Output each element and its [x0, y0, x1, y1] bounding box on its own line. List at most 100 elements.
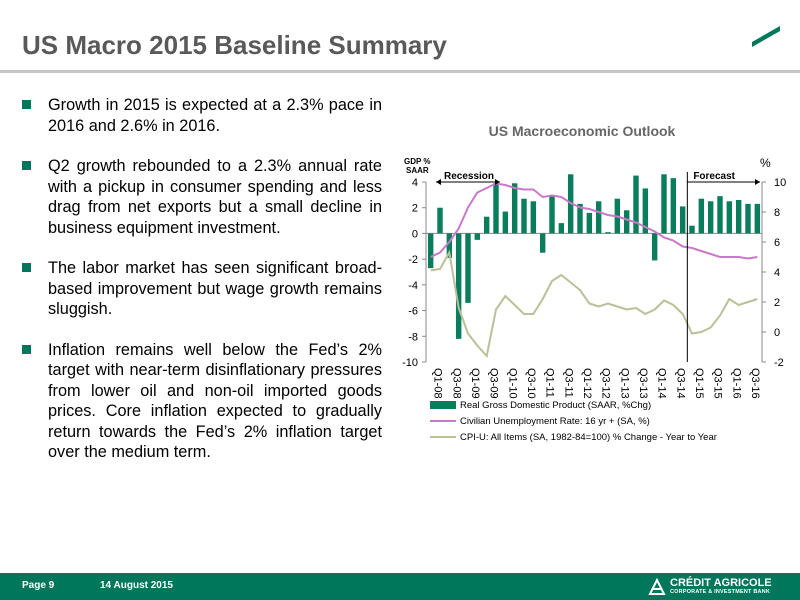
gdp-bar — [586, 212, 593, 234]
bullet-text: Growth in 2015 is expected at a 2.3% pac… — [48, 96, 382, 135]
gdp-bar — [483, 216, 490, 234]
right-tick-label: 4 — [774, 267, 780, 279]
gdp-bar — [446, 233, 453, 258]
gdp-bar — [595, 201, 602, 234]
x-tick-label: Q1-10 — [506, 368, 518, 399]
legend-label-gdp: Real Gross Domestic Product (SAAR, %Chg) — [460, 400, 651, 411]
right-tick-label: 8 — [774, 207, 780, 219]
gdp-bar — [698, 198, 705, 234]
brand-logo-icon — [752, 26, 780, 47]
gdp-bar — [745, 203, 751, 234]
x-tick-label: Q3-14 — [674, 368, 686, 399]
gdp-bar — [707, 201, 714, 234]
x-tick-label: Q3-15 — [712, 368, 724, 399]
gdp-bar — [605, 232, 611, 234]
forecast-label: Forecast — [693, 171, 735, 182]
left-tick-label: -10 — [402, 357, 418, 369]
bullet-square-icon — [22, 263, 31, 272]
footer: Page 9 14 August 2015 CRÉDIT AGRICOLE CO… — [0, 573, 800, 600]
gdp-bar — [549, 196, 555, 234]
left-tick-label: -4 — [408, 280, 418, 292]
footer-brand-logo: CRÉDIT AGRICOLE CORPORATE & INVESTMENT B… — [644, 576, 794, 598]
right-tick-label: -2 — [774, 357, 784, 369]
left-tick-label: 2 — [412, 203, 418, 215]
gdp-bar — [474, 233, 481, 240]
legend-label-unemployment: Civilian Unemployment Rate: 16 yr + (SA,… — [460, 416, 650, 427]
macro-outlook-chart: US Macroeconomic Outlook GDP % SAAR% 4 2 0 -2 -… — [388, 112, 800, 457]
gdp-bar — [754, 203, 761, 234]
left-tick-label: 0 — [412, 228, 418, 240]
gdp-bar — [521, 198, 527, 234]
x-tick-label: Q1-16 — [730, 368, 742, 399]
gdp-bar — [577, 203, 583, 234]
gdp-bar — [427, 233, 434, 269]
x-tick-label: Q3-09 — [488, 368, 500, 399]
gdp-bar — [642, 188, 649, 234]
gdp-bar — [455, 233, 462, 339]
right-tick-label: 0 — [774, 327, 780, 339]
x-tick-label: Q1-12 — [581, 368, 593, 399]
left-tick-label: -2 — [408, 254, 418, 266]
x-tick-label: Q3-10 — [525, 368, 537, 399]
gdp-bar — [623, 210, 630, 234]
left-tick-label: -8 — [408, 331, 418, 343]
gdp-bar — [539, 233, 546, 253]
right-axis-label: % — [760, 156, 771, 170]
gdp-bar — [558, 223, 565, 234]
bullet-square-icon — [22, 100, 31, 109]
forecast-arrow — [755, 179, 760, 185]
left-tick-label: 4 — [412, 177, 418, 189]
gdp-bar — [465, 233, 471, 303]
footer-brand-name: CRÉDIT AGRICOLE — [670, 577, 772, 589]
bullet-square-icon — [22, 161, 31, 170]
x-tick-label: Q3-11 — [562, 368, 574, 398]
x-tick-label: Q1-13 — [618, 368, 630, 399]
legend-swatch-gdp — [430, 401, 456, 409]
right-tick-label: 6 — [774, 237, 780, 249]
recession-arrow-left — [436, 179, 441, 185]
gdp-bar — [633, 175, 639, 234]
bullet-item: The labor market has seen significant br… — [22, 258, 382, 320]
left-tick-label: -6 — [408, 306, 418, 318]
gdp-bar — [651, 233, 658, 261]
page-title: US Macro 2015 Baseline Summary — [22, 30, 447, 60]
x-tick-label: Q3-12 — [600, 368, 612, 399]
x-tick-label: Q1-14 — [656, 368, 668, 399]
right-tick-label: 2 — [774, 297, 780, 309]
gdp-bar — [511, 183, 518, 234]
gdp-bar — [726, 201, 733, 234]
gdp-bar — [679, 206, 686, 234]
bullet-item: Q2 growth rebounded to a 2.3% annual rat… — [22, 156, 382, 238]
chart-title: US Macroeconomic Outlook — [489, 123, 676, 139]
recession-arrow-right — [495, 179, 500, 185]
x-tick-label: Q3-13 — [637, 368, 649, 399]
gdp-bar — [502, 211, 509, 234]
gdp-bar — [735, 200, 742, 234]
gdp-bar — [437, 207, 443, 234]
right-tick-label: 10 — [774, 177, 786, 189]
title-divider — [0, 70, 800, 73]
x-tick-label: Q3-16 — [749, 368, 761, 399]
left-axis-label-line2: SAAR — [406, 166, 429, 175]
brand-emblem-icon — [648, 578, 666, 595]
gdp-bar — [493, 183, 499, 234]
footer-brand-subtitle: CORPORATE & INVESTMENT BANK — [670, 589, 771, 595]
chart-svg: US Macroeconomic Outlook GDP %SAAR% 4 2 0 -2 -… — [402, 123, 786, 443]
legend-label-cpi: CPI-U: All Items (SA, 1982-84=100) % Cha… — [460, 432, 717, 443]
gdp-bar — [717, 196, 723, 234]
gdp-bar — [689, 225, 695, 234]
left-axis-label: GDP % — [404, 157, 431, 166]
bullet-text: The labor market has seen significant br… — [48, 259, 382, 318]
x-tick-label: Q1-09 — [469, 368, 481, 399]
bullet-item: Growth in 2015 is expected at a 2.3% pac… — [22, 95, 382, 136]
bullet-text: Inflation remains well below the Fed’s 2… — [48, 340, 382, 462]
bullet-square-icon — [22, 344, 31, 354]
x-tick-label: Q1-08 — [432, 368, 444, 399]
gdp-bar — [661, 174, 667, 234]
x-tick-label: Q1-15 — [693, 368, 705, 399]
unemployment-line — [430, 182, 758, 260]
bullet-list: Growth in 2015 is expected at a 2.3% pac… — [22, 95, 382, 483]
recession-label: Recession — [444, 171, 494, 182]
bullet-item: Inflation remains well below the Fed’s 2… — [22, 340, 382, 463]
cpi-line — [430, 249, 758, 359]
